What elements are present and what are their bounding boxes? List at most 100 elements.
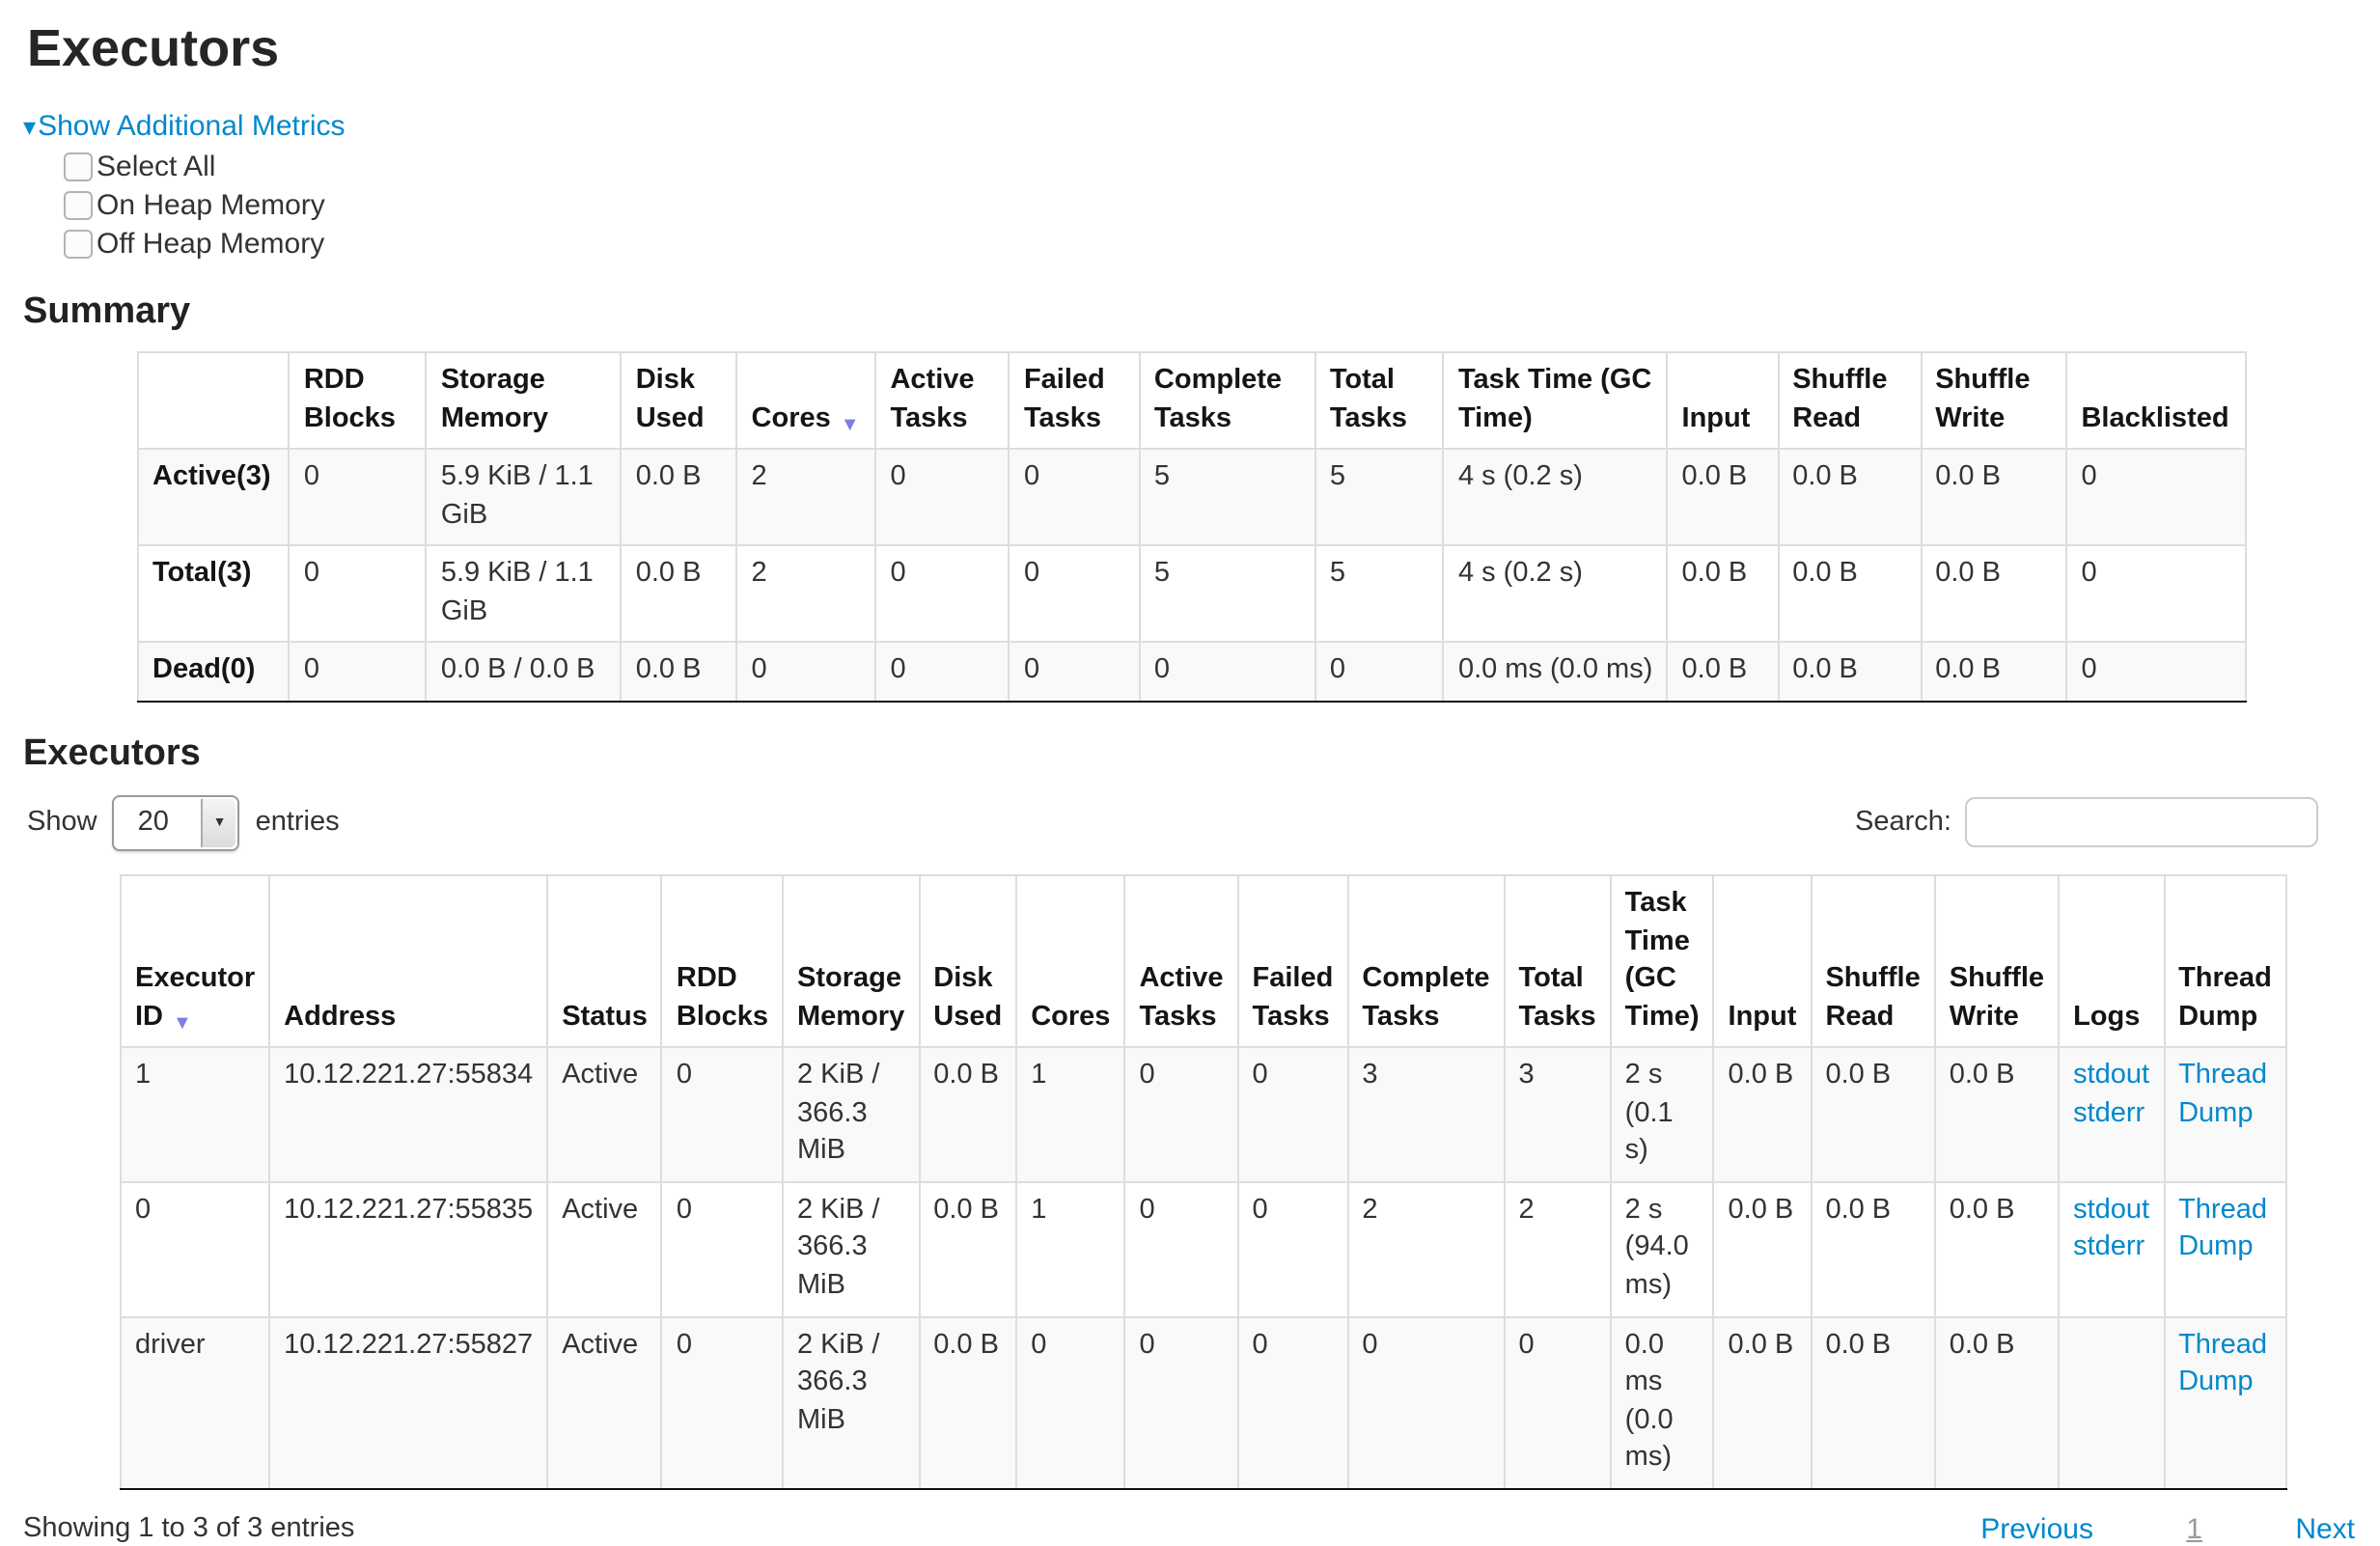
summary-cell: 0.0 B	[1777, 544, 1923, 644]
summary-cell: 0	[735, 641, 877, 703]
thread-dump-link[interactable]: Thread Dump	[2178, 1194, 2267, 1263]
cell-logs-empty	[2058, 1315, 2166, 1490]
col-address[interactable]: Address	[268, 873, 549, 1049]
col-shuffle-write[interactable]: Shuffle Write	[1933, 873, 2061, 1049]
summary-col-blank	[136, 350, 291, 451]
cell-status: Active	[546, 1180, 663, 1318]
cell-shuffle-write: 0.0 B	[1933, 1180, 2061, 1318]
metric-option-on-heap-memory[interactable]: On Heap Memory	[64, 189, 2380, 222]
summary-cell: 0.0 B / 0.0 B	[425, 641, 623, 703]
spark-ui-viewport: Executors ▾ Show Additional Metrics Selec…	[23, 19, 2380, 1546]
entries-info: Showing 1 to 3 of 3 entries	[23, 1512, 355, 1544]
metric-option-label: Off Heap Memory	[97, 228, 325, 261]
col-shuffle-read[interactable]: Shuffle Read	[1810, 873, 1936, 1049]
cell-cores: 1	[1015, 1180, 1126, 1318]
cell-total-tasks: 3	[1503, 1046, 1612, 1183]
summary-cell: 0.0 B	[1920, 544, 2068, 644]
summary-row-label: Active(3)	[136, 448, 291, 547]
col-rdd-blocks[interactable]: RDD Blocks	[660, 873, 784, 1049]
summary-cell: 2	[735, 448, 877, 547]
cell-address: 10.12.221.27:55835	[268, 1180, 549, 1318]
col-task-time[interactable]: Task Time (GC Time)	[1609, 873, 1715, 1049]
summary-cell: 5.9 KiB / 1.1 GiB	[425, 544, 623, 644]
sort-desc-icon: ▼	[840, 414, 860, 436]
checkbox-off-heap-memory[interactable]	[64, 230, 93, 259]
summary-cell: 4 s (0.2 s)	[1442, 448, 1669, 547]
summary-cell: 0	[288, 641, 428, 703]
summary-col-active-tasks[interactable]: Active Tasks	[874, 350, 1010, 451]
summary-cell: 0	[2065, 544, 2247, 644]
cell-rdd-blocks: 0	[660, 1180, 784, 1318]
summary-cell: 0	[874, 641, 1010, 703]
show-additional-metrics-toggle[interactable]: ▾ Show Additional Metrics	[23, 110, 2380, 143]
executor-row-driver: driver 10.12.221.27:55827 Active 0 2 KiB…	[119, 1315, 2288, 1490]
cell-storage-memory: 2 KiB / 366.3 MiB	[782, 1180, 921, 1318]
col-complete-tasks[interactable]: Complete Tasks	[1346, 873, 1506, 1049]
cell-shuffle-read: 0.0 B	[1810, 1180, 1936, 1318]
summary-col-failed-tasks[interactable]: Failed Tasks	[1008, 350, 1141, 451]
metric-option-label: On Heap Memory	[97, 189, 325, 222]
cell-storage-memory: 2 KiB / 366.3 MiB	[782, 1046, 921, 1183]
col-cores[interactable]: Cores	[1015, 873, 1126, 1049]
summary-col-total-tasks[interactable]: Total Tasks	[1314, 350, 1445, 451]
col-thread-dump[interactable]: Thread Dump	[2163, 873, 2288, 1049]
cell-complete-tasks: 2	[1346, 1180, 1506, 1318]
caret-down-icon: ▾	[23, 112, 37, 141]
stdout-link[interactable]: stdout	[2073, 1060, 2150, 1091]
stdout-link[interactable]: stdout	[2073, 1194, 2150, 1226]
col-disk-used[interactable]: Disk Used	[918, 873, 1018, 1049]
col-status[interactable]: Status	[546, 873, 663, 1049]
cell-active-tasks: 0	[1123, 1180, 1239, 1318]
summary-col-complete-tasks[interactable]: Complete Tasks	[1138, 350, 1316, 451]
col-storage-memory[interactable]: Storage Memory	[782, 873, 921, 1049]
search-input[interactable]	[1965, 797, 2318, 848]
summary-cell: 0.0 B	[1777, 641, 1923, 703]
page-number-1[interactable]: 1	[2186, 1512, 2202, 1546]
summary-cell: 0.0 B	[620, 544, 738, 644]
entries-select[interactable]: 20 ▼	[112, 794, 240, 851]
cell-input: 0.0 B	[1712, 1315, 1813, 1490]
summary-col-disk-used[interactable]: Disk Used	[620, 350, 738, 451]
cell-logs: stdout stderr	[2058, 1046, 2166, 1183]
col-input[interactable]: Input	[1712, 873, 1813, 1049]
summary-col-storage-memory[interactable]: Storage Memory	[425, 350, 623, 451]
cell-failed-tasks: 0	[1236, 1046, 1349, 1183]
cell-shuffle-write: 0.0 B	[1933, 1046, 2061, 1183]
summary-col-task-time[interactable]: Task Time (GC Time)	[1442, 350, 1669, 451]
metric-option-select-all[interactable]: Select All	[64, 151, 2380, 183]
thread-dump-link[interactable]: Thread Dump	[2178, 1060, 2267, 1129]
checkbox-select-all[interactable]	[64, 152, 93, 181]
select-caret-icon: ▼	[212, 815, 227, 830]
summary-col-cores[interactable]: Cores ▼	[735, 350, 877, 451]
summary-row-total: Total(3) 0 5.9 KiB / 1.1 GiB 0.0 B 2 0 0…	[136, 544, 2247, 644]
summary-header-row: RDD Blocks Storage Memory Disk Used Core…	[136, 350, 2247, 451]
summary-cell: 4 s (0.2 s)	[1442, 544, 1669, 644]
summary-col-shuffle-write[interactable]: Shuffle Write	[1920, 350, 2068, 451]
previous-page-button[interactable]: Previous	[1980, 1512, 2093, 1546]
summary-col-rdd-blocks[interactable]: RDD Blocks	[288, 350, 428, 451]
thread-dump-link[interactable]: Thread Dump	[2178, 1329, 2267, 1398]
stderr-link[interactable]: stderr	[2073, 1097, 2145, 1129]
show-additional-metrics-label: Show Additional Metrics	[38, 110, 346, 143]
col-failed-tasks[interactable]: Failed Tasks	[1236, 873, 1349, 1049]
executor-row-0: 0 10.12.221.27:55835 Active 0 2 KiB / 36…	[119, 1180, 2288, 1318]
summary-cell: 5	[1138, 544, 1316, 644]
col-logs[interactable]: Logs	[2058, 873, 2166, 1049]
col-active-tasks[interactable]: Active Tasks	[1123, 873, 1239, 1049]
col-total-tasks[interactable]: Total Tasks	[1503, 873, 1612, 1049]
summary-col-input[interactable]: Input	[1666, 350, 1780, 451]
summary-cell: 0	[288, 448, 428, 547]
cell-cores: 1	[1015, 1046, 1126, 1183]
next-page-button[interactable]: Next	[2295, 1512, 2355, 1546]
search-label: Search:	[1855, 807, 1951, 839]
summary-col-shuffle-read[interactable]: Shuffle Read	[1777, 350, 1923, 451]
cell-active-tasks: 0	[1123, 1046, 1239, 1183]
checkbox-on-heap-memory[interactable]	[64, 191, 93, 220]
metric-option-off-heap-memory[interactable]: Off Heap Memory	[64, 228, 2380, 261]
summary-col-blacklisted[interactable]: Blacklisted	[2065, 350, 2247, 451]
cell-task-time: 0.0 ms (0.0 ms)	[1609, 1315, 1715, 1490]
summary-row-dead: Dead(0) 0 0.0 B / 0.0 B 0.0 B 0 0 0 0 0 …	[136, 641, 2247, 703]
col-executor-id[interactable]: Executor ID ▼	[119, 873, 271, 1049]
stderr-link[interactable]: stderr	[2073, 1231, 2145, 1263]
summary-cell: 5	[1138, 448, 1316, 547]
